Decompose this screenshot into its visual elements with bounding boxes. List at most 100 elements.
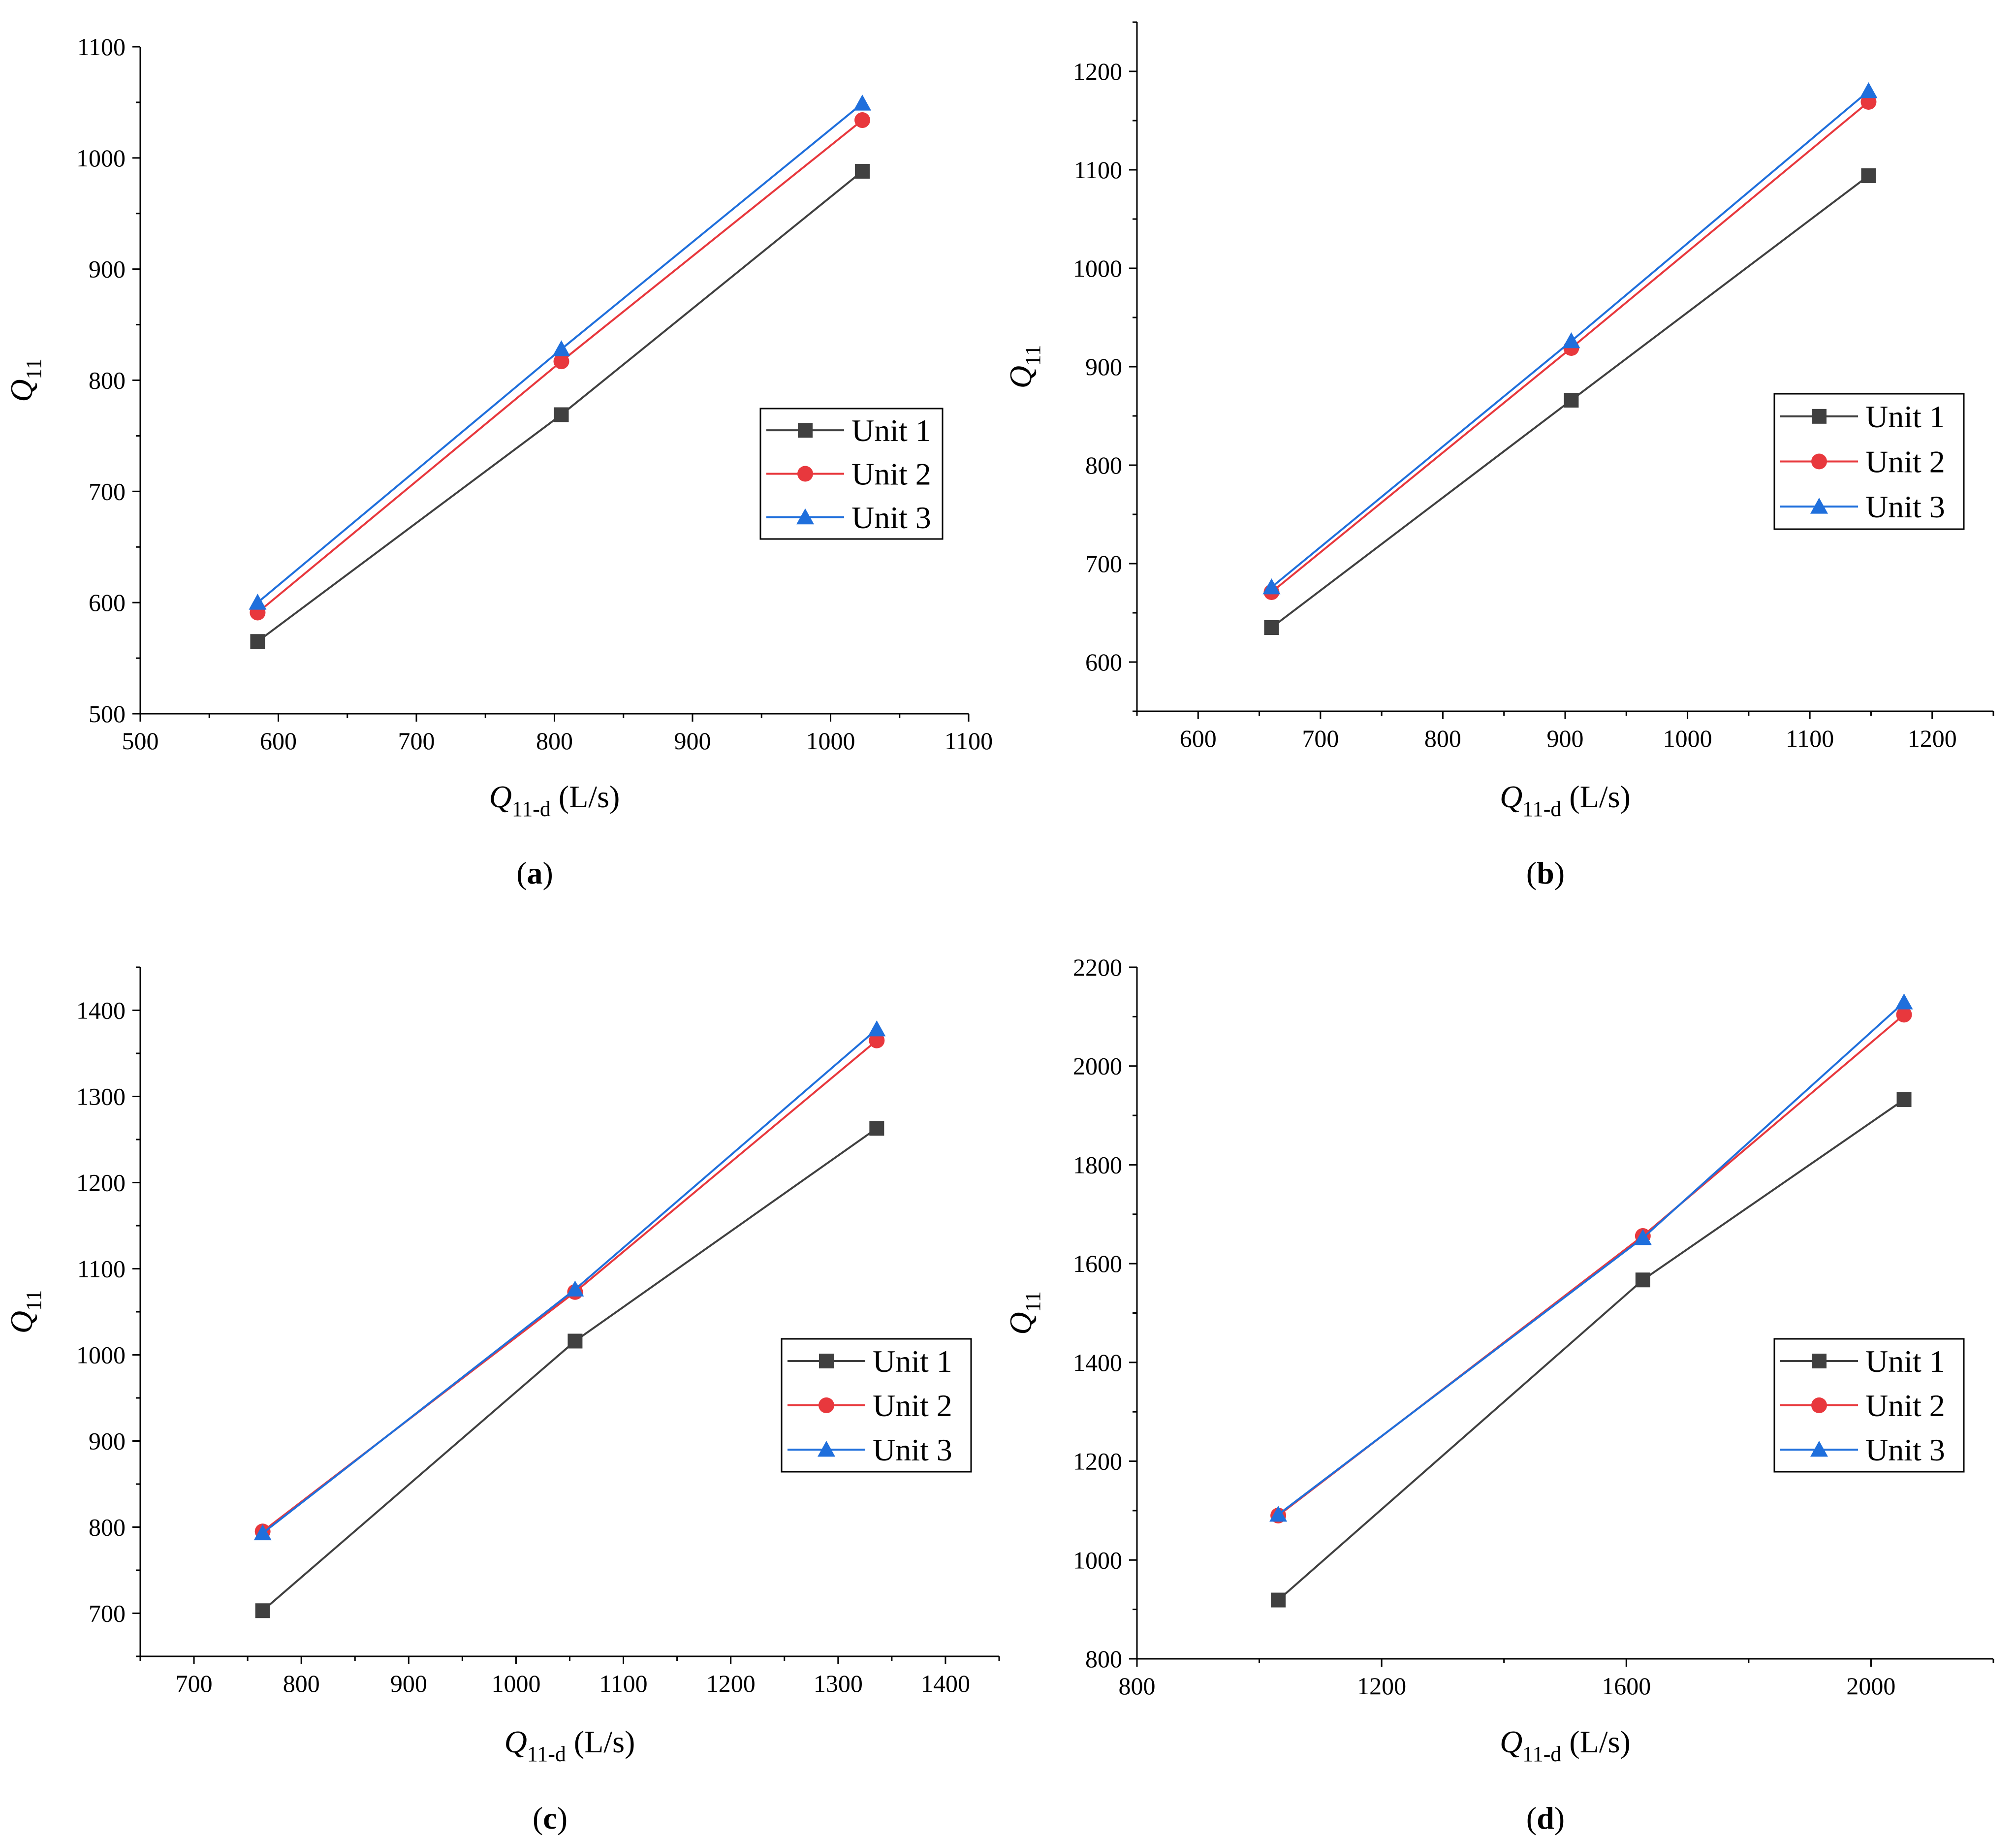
legend-marker-unit-2 — [797, 466, 813, 482]
y-tick-label: 600 — [1085, 648, 1122, 676]
panel-caption: (d) — [1526, 1801, 1565, 1836]
x-tick-label: 700 — [398, 727, 435, 755]
legend-label-unit-2: Unit 2 — [1865, 1388, 1945, 1423]
legend-marker-unit-1 — [798, 423, 813, 438]
panel-caption-open: ( — [533, 1801, 543, 1836]
data-point-unit-1 — [1896, 1092, 1912, 1107]
x-tick-label: 1100 — [599, 1670, 647, 1697]
legend-marker-unit-1 — [819, 1354, 834, 1368]
legend-label-unit-2: Unit 2 — [1865, 444, 1945, 479]
y-tick-label: 1200 — [76, 1169, 126, 1197]
y-tick-label: 700 — [89, 1600, 126, 1627]
y-axis-title-symbol: Q — [1003, 366, 1038, 388]
y-tick-label: 2000 — [1073, 1052, 1122, 1080]
x-axis-title-unit: (L/s) — [1561, 779, 1630, 814]
y-axis-title-subscript: 11 — [22, 358, 46, 379]
x-tick-label: 600 — [260, 727, 297, 755]
data-point-unit-1 — [250, 634, 265, 649]
y-tick-label: 1100 — [1074, 156, 1122, 184]
legend: Unit 1 Unit 2 Unit 3 — [759, 408, 944, 540]
legend-label-unit-3: Unit 3 — [851, 500, 931, 535]
legend-marker-unit-2 — [1811, 1397, 1827, 1413]
y-tick-label: 500 — [89, 700, 126, 728]
data-point-unit-1 — [1271, 1592, 1286, 1608]
data-point-unit-1 — [1564, 393, 1579, 408]
x-tick-label: 800 — [536, 727, 573, 755]
data-point-unit-2 — [1896, 1007, 1912, 1023]
panel-caption-letter: c — [543, 1801, 557, 1836]
legend-label-unit-3: Unit 3 — [873, 1432, 952, 1467]
legend-marker-unit-1 — [1812, 409, 1827, 424]
x-axis-title-symbol: Q — [504, 1724, 527, 1759]
legend: Unit 1 Unit 2 Unit 3 — [781, 1338, 972, 1473]
legend-label-unit-2: Unit 2 — [851, 457, 931, 492]
legend-label-unit-3: Unit 3 — [1865, 489, 1945, 524]
y-tick-label: 1400 — [76, 997, 126, 1024]
panel-caption-letter: a — [527, 855, 543, 890]
data-point-unit-3 — [566, 1280, 584, 1297]
data-point-unit-3 — [853, 95, 872, 111]
legend-marker-unit-2 — [1811, 453, 1827, 470]
chart-panel-c: 700 800 900 1000 1100 1200 1300 1400 700 800 900 10… — [4, 966, 1000, 1836]
y-tick-label: 1100 — [77, 1255, 126, 1283]
chart-panel-a: 500 600 700 800 900 1000 1100 500 600 700 800 900 10… — [4, 33, 993, 890]
y-tick-label: 900 — [89, 255, 126, 283]
legend-marker-unit-2 — [819, 1397, 834, 1413]
x-tick-label: 1300 — [814, 1670, 863, 1697]
data-point-unit-3 — [253, 1524, 272, 1541]
data-point-unit-1 — [1635, 1272, 1650, 1288]
series-line-unit-1 — [257, 170, 863, 642]
data-point-unit-3 — [1262, 578, 1281, 595]
x-tick-label: 1100 — [945, 727, 993, 755]
data-point-unit-3 — [1269, 1505, 1288, 1522]
data-point-unit-2 — [854, 112, 871, 128]
x-tick-label: 600 — [1180, 725, 1217, 752]
y-axis-title: Q11 — [4, 1290, 46, 1334]
legend-label-unit-1: Unit 1 — [1865, 399, 1945, 434]
legend-label-unit-1: Unit 1 — [1865, 1344, 1945, 1379]
data-point-unit-1 — [1264, 620, 1279, 635]
panel-caption-open: ( — [516, 855, 527, 890]
x-tick-label: 800 — [1119, 1672, 1156, 1700]
x-tick-label: 1000 — [491, 1670, 540, 1697]
legend-label-unit-3: Unit 3 — [1865, 1432, 1945, 1467]
y-axis-title: Q11 — [1003, 1291, 1045, 1335]
data-point-unit-3 — [1562, 332, 1580, 348]
x-axis-title-symbol: Q — [1500, 779, 1522, 814]
y-tick-label: 2200 — [1073, 953, 1122, 981]
y-tick-label: 800 — [1085, 1645, 1122, 1673]
panel-caption-close: ) — [557, 1801, 567, 1836]
y-tick-label: 1100 — [77, 33, 126, 61]
y-tick-label: 800 — [1085, 451, 1122, 479]
x-axis-title-unit: (L/s) — [551, 779, 620, 814]
panel-caption-close: ) — [543, 855, 553, 890]
y-tick-label: 1800 — [1073, 1151, 1122, 1178]
x-axis-title-subscript: 11-d — [1522, 797, 1561, 821]
chart-panel-b: 600 700 800 900 1000 1100 1200 600 700 800 900 1000… — [1003, 21, 1994, 890]
y-axis-title-subscript: 11 — [1021, 345, 1045, 366]
data-point-unit-3 — [552, 340, 570, 356]
y-tick-label: 1400 — [1073, 1349, 1122, 1376]
x-tick-label: 800 — [1424, 725, 1461, 752]
panel-caption: (a) — [516, 855, 553, 890]
x-tick-label: 1000 — [806, 727, 855, 755]
y-tick-label: 1300 — [76, 1083, 126, 1110]
y-tick-label: 900 — [89, 1427, 126, 1455]
data-point-unit-1 — [554, 407, 569, 422]
y-tick-label: 1000 — [1073, 1546, 1122, 1574]
data-point-unit-3 — [249, 594, 267, 610]
x-tick-label: 800 — [283, 1670, 320, 1697]
data-point-unit-1 — [869, 1121, 884, 1136]
legend-marker-unit-3 — [818, 1441, 835, 1457]
y-axis-title: Q11 — [4, 358, 46, 402]
x-axis-title-subscript: 11-d — [512, 797, 551, 821]
x-tick-label: 1200 — [1357, 1672, 1406, 1700]
y-tick-label: 1000 — [1073, 254, 1122, 282]
y-tick-label: 800 — [89, 1514, 126, 1541]
x-tick-label: 1200 — [706, 1670, 756, 1697]
x-axis-title: Q11-d (L/s) — [504, 1724, 635, 1766]
legend-label-unit-2: Unit 2 — [873, 1388, 952, 1423]
x-tick-label: 1000 — [1663, 725, 1712, 752]
panel-caption-close: ) — [1554, 1801, 1565, 1836]
